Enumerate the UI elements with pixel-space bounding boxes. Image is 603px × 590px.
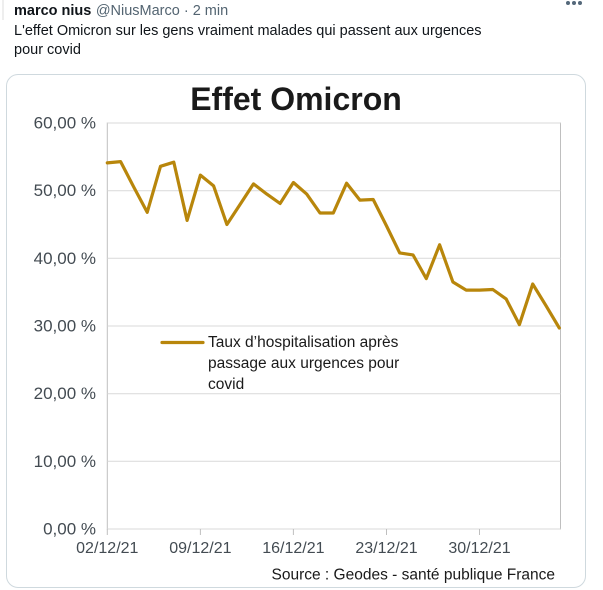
svg-text:Source : Geodes - santé publiq: Source : Geodes - santé publique France <box>272 567 555 584</box>
svg-text:30,00 %: 30,00 % <box>34 317 96 336</box>
svg-text:60,00 %: 60,00 % <box>34 114 96 133</box>
svg-text:50,00 %: 50,00 % <box>34 181 96 200</box>
svg-text:10,00 %: 10,00 % <box>34 452 96 471</box>
svg-text:40,00 %: 40,00 % <box>34 249 96 268</box>
svg-text:0,00 %: 0,00 % <box>43 520 96 539</box>
svg-text:02/12/21: 02/12/21 <box>76 540 138 557</box>
svg-text:30/12/21: 30/12/21 <box>448 540 510 557</box>
svg-text:23/12/21: 23/12/21 <box>355 540 417 557</box>
svg-text:passage aux urgences pour: passage aux urgences pour <box>208 355 399 372</box>
svg-text:09/12/21: 09/12/21 <box>169 540 231 557</box>
svg-text:16/12/21: 16/12/21 <box>262 540 324 557</box>
svg-text:Taux d’hospitalisation après: Taux d’hospitalisation après <box>208 334 399 351</box>
svg-text:20,00 %: 20,00 % <box>34 384 96 403</box>
svg-text:covid: covid <box>208 376 244 393</box>
